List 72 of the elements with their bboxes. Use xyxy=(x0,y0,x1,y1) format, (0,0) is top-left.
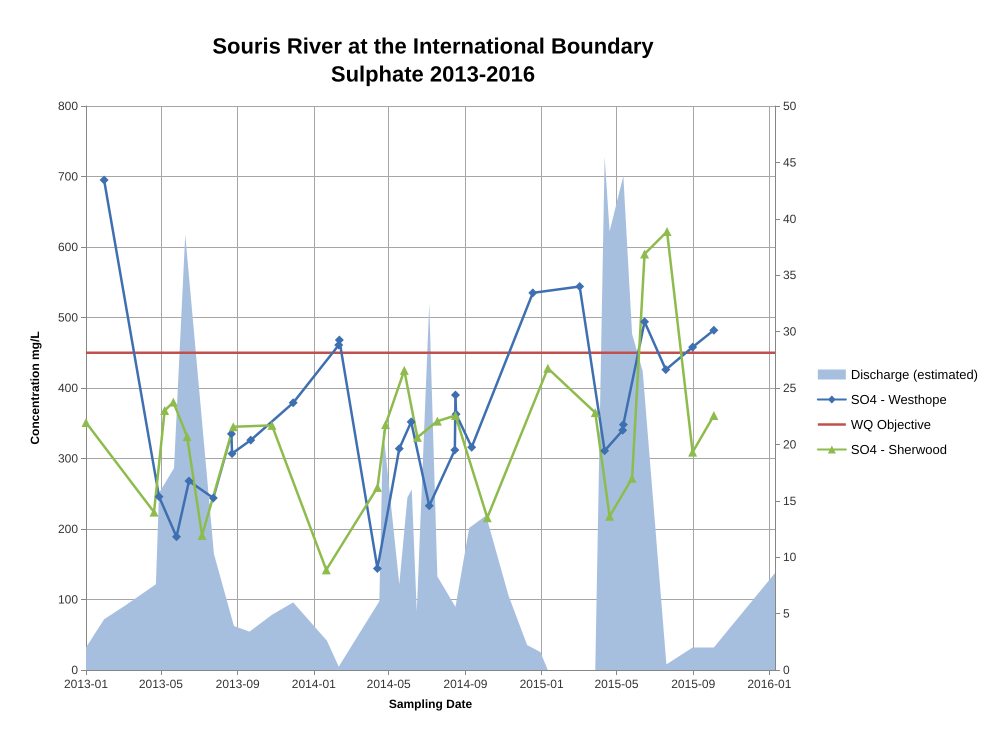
y2-tick-label: 45 xyxy=(783,155,797,170)
point xyxy=(322,565,331,574)
point xyxy=(661,365,670,374)
point xyxy=(600,446,610,456)
point xyxy=(406,417,416,426)
legend-label: SO4 - Westhope xyxy=(850,392,947,407)
y2-tick-label: 30 xyxy=(783,324,797,339)
x-tick-label: 2015-09 xyxy=(671,677,716,691)
y2-tick-label: 40 xyxy=(783,212,797,226)
y-tick-label: 200 xyxy=(58,522,78,536)
x-tick-label: 2016-01 xyxy=(747,677,792,691)
point xyxy=(450,446,460,455)
point xyxy=(688,342,698,352)
point xyxy=(709,410,718,420)
point xyxy=(482,513,492,522)
point xyxy=(246,436,256,445)
point xyxy=(172,532,181,542)
point xyxy=(100,176,109,185)
x-tick-label: 2015-01 xyxy=(520,677,564,691)
y2-tick-label: 35 xyxy=(783,268,797,282)
point xyxy=(709,326,718,335)
point xyxy=(575,282,584,291)
x-tick-label: 2014-05 xyxy=(366,677,412,691)
y2-tick-label: 5 xyxy=(783,606,790,621)
y-tick-label: 500 xyxy=(58,310,78,324)
y2-tick-label: 15 xyxy=(783,494,797,508)
y-tick-label: 800 xyxy=(58,99,78,113)
legend-label: SO4 - Sherwood xyxy=(850,442,947,457)
x-tick-label: 2014-01 xyxy=(292,677,336,691)
y-tick-label: 0 xyxy=(71,663,78,677)
x-tick-label: 2014-09 xyxy=(443,677,488,691)
point xyxy=(590,408,600,418)
x-tick-label: 2013-01 xyxy=(64,677,108,691)
y-axis-title: Concentration mg/L xyxy=(28,331,42,445)
point xyxy=(267,420,276,430)
point xyxy=(528,288,538,298)
y2-tick-label: 25 xyxy=(783,381,797,395)
x-tick-label: 2013-09 xyxy=(216,677,260,691)
y2-tick-label: 0 xyxy=(783,663,790,677)
chart-subtitle: Sulphate 2013-2016 xyxy=(330,62,536,86)
chart-title: Souris River at the International Boundary xyxy=(212,34,654,58)
point xyxy=(184,476,194,486)
point xyxy=(394,444,404,454)
y2-tick-label: 20 xyxy=(783,437,797,452)
point xyxy=(640,317,650,326)
point xyxy=(154,492,164,502)
point xyxy=(82,418,90,428)
y2-tick-label: 10 xyxy=(783,550,797,564)
x-tick-label: 2015-05 xyxy=(594,677,639,691)
point xyxy=(182,432,192,442)
legend-label: WQ Objective xyxy=(850,417,932,432)
y-tick-label: 300 xyxy=(58,452,78,466)
legend-label: Discharge (estimated) xyxy=(850,367,978,382)
point xyxy=(228,422,238,432)
y2-tick-label: 50 xyxy=(783,99,797,113)
y-tick-label: 100 xyxy=(58,592,78,606)
point xyxy=(160,406,170,416)
point xyxy=(288,398,298,408)
point xyxy=(640,250,650,259)
x-tick-label: 2013-05 xyxy=(138,677,184,691)
point xyxy=(400,366,409,375)
y-tick-label: 700 xyxy=(58,170,78,184)
point xyxy=(412,432,422,442)
point xyxy=(208,493,218,502)
point xyxy=(228,449,237,458)
x-axis-title: Sampling Date xyxy=(388,697,472,711)
point xyxy=(381,420,390,430)
y-tick-label: 600 xyxy=(58,240,78,254)
y-tick-label: 400 xyxy=(58,381,78,395)
point xyxy=(467,442,476,452)
point xyxy=(432,416,442,426)
point xyxy=(424,501,434,510)
